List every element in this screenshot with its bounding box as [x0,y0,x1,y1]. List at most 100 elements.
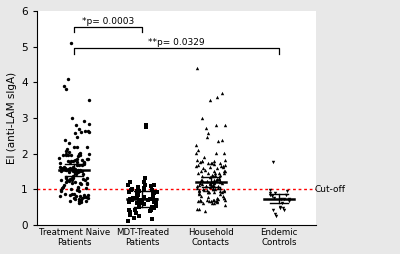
Point [66,199,73,203]
Point [277,205,283,210]
Point [62,138,68,142]
Point [64,147,70,151]
Point [86,152,92,156]
Point [84,157,90,161]
Point [86,98,92,102]
Point [135,185,142,189]
Point [78,198,85,202]
Point [214,196,220,200]
Point [212,151,219,155]
Point [148,188,155,192]
Point [142,183,148,187]
Point [66,169,72,173]
Point [278,197,284,201]
Point [267,187,274,192]
Point [195,199,202,203]
Point [135,189,142,194]
Point [76,152,82,156]
Point [85,157,91,161]
Point [207,184,213,188]
Point [76,126,82,131]
Point [62,168,69,172]
Point [136,205,142,209]
Point [194,171,201,175]
Point [72,167,78,171]
Point [76,199,82,203]
Point [131,216,137,220]
Point [194,186,200,190]
Point [221,169,227,173]
Point [215,176,222,180]
Point [128,197,135,201]
Point [196,191,202,195]
Point [222,198,228,202]
Point [150,190,157,195]
Point [204,135,210,139]
Point [194,148,201,152]
Point [204,171,211,175]
Point [73,172,79,176]
Point [63,152,69,156]
Point [216,171,222,175]
Point [206,175,213,179]
Point [205,190,212,194]
Point [210,187,216,191]
Point [83,199,89,203]
Point [72,180,78,184]
Point [220,189,227,193]
Point [84,176,90,180]
Point [273,214,279,218]
Point [80,160,87,164]
Point [217,188,223,193]
Point [74,188,80,192]
Point [68,41,74,45]
Point [209,201,215,205]
Point [74,169,81,173]
Point [77,152,83,156]
Point [194,184,200,188]
Point [74,163,80,167]
Point [283,189,290,194]
Point [286,199,292,203]
Point [152,202,159,206]
Point [77,169,83,173]
Point [64,159,71,163]
Point [63,175,70,179]
Point [216,177,222,181]
Point [204,190,211,194]
Point [86,130,92,134]
Point [71,131,78,135]
Point [142,125,149,129]
Point [220,151,227,155]
Point [69,178,76,182]
Point [81,119,87,123]
Point [70,176,76,180]
Point [78,163,85,167]
Point [75,168,81,172]
Point [124,183,131,187]
Point [60,166,66,170]
Point [202,184,209,188]
Point [276,205,283,209]
Point [150,195,156,199]
Point [63,87,69,91]
Point [141,202,148,206]
Point [198,194,204,198]
Point [76,163,82,167]
Point [213,123,219,127]
Point [219,181,226,185]
Point [57,161,64,165]
Point [80,172,86,176]
Point [134,195,141,199]
Point [219,91,226,95]
Point [130,196,136,200]
Point [193,164,200,168]
Point [69,176,76,180]
Point [270,161,276,165]
Point [196,183,202,187]
Point [75,154,82,158]
Point [67,177,73,181]
Point [194,158,200,162]
Point [198,178,205,182]
Point [141,180,147,184]
